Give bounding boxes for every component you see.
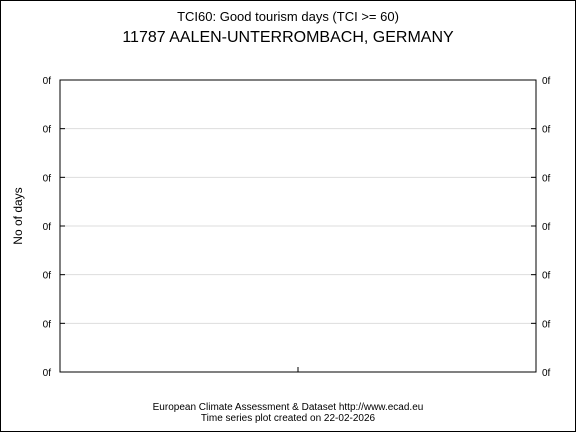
y-tick-label-right: 0f	[542, 368, 551, 379]
tick-marks	[60, 79, 536, 373]
y-tick-label: 0f	[43, 368, 52, 379]
y-tick-label-right: 0f	[542, 173, 551, 184]
grid-lines	[60, 128, 536, 324]
right-tick-labels: 0f 0f 0f 0f 0f 0f 0f	[542, 76, 551, 379]
y-tick-label: 0f	[43, 125, 52, 136]
y-tick-label-right: 0f	[542, 125, 551, 136]
chart-title: TCI60: Good tourism days (TCI >= 60)	[177, 9, 399, 24]
y-tick-label: 0f	[43, 271, 52, 282]
footer-source: European Climate Assessment & Dataset ht…	[153, 402, 424, 413]
y-tick-label-right: 0f	[542, 76, 551, 87]
y-axis-label: No of days	[11, 187, 25, 244]
left-tick-labels: 0f 0f 0f 0f 0f 0f 0f	[43, 76, 52, 379]
y-tick-label-right: 0f	[542, 222, 551, 233]
y-tick-label-right: 0f	[542, 271, 551, 282]
chart-subtitle: 11787 AALEN-UNTERROMBACH, GERMANY	[122, 29, 454, 46]
y-tick-label-right: 0f	[542, 319, 551, 330]
footer-created: Time series plot created on 22-02-2026	[201, 413, 376, 424]
y-tick-label: 0f	[43, 222, 52, 233]
y-tick-label: 0f	[43, 319, 52, 330]
y-tick-label: 0f	[43, 76, 52, 87]
y-tick-label: 0f	[43, 173, 52, 184]
